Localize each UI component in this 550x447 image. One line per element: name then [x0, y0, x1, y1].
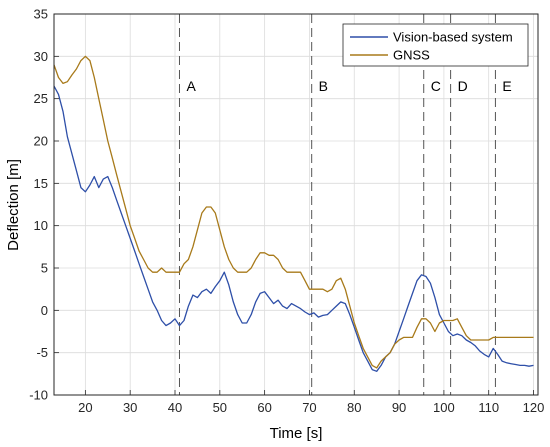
legend-box	[342, 23, 529, 67]
plot-frame	[53, 13, 539, 396]
annotation-label-d: D	[458, 78, 468, 94]
y-tick-label: 10	[34, 218, 48, 233]
y-axis-ticks: -10 -5 0 5 10 15 20 25 30 35	[29, 7, 59, 403]
x-tick-label: 110	[478, 400, 499, 415]
y-tick-label: -10	[29, 388, 48, 403]
y-tick-label: 20	[34, 134, 48, 149]
x-tick-label: 40	[168, 400, 182, 415]
y-tick-label: 0	[41, 303, 48, 318]
series-lines	[53, 55, 534, 372]
series-line-gnss	[53, 55, 534, 369]
legend-label-vision: Vision-based system	[393, 30, 513, 45]
y-tick-label: 30	[34, 49, 48, 64]
y-tick-label: 5	[41, 261, 48, 276]
x-tick-label: 20	[78, 400, 92, 415]
annotation-label-e: E	[502, 78, 511, 94]
y-tick-label: 35	[34, 7, 48, 22]
annotation-label-a: A	[186, 78, 196, 94]
x-tick-label: 80	[347, 400, 361, 415]
series-line-vision	[53, 85, 534, 372]
y-tick-label: 25	[34, 91, 48, 106]
x-tick-label: 70	[302, 400, 316, 415]
x-tick-label: 100	[433, 400, 455, 415]
y-axis-label: Deflection [m]	[5, 159, 22, 251]
plot-area	[54, 14, 538, 395]
legend-label-gnss: GNSS	[393, 48, 430, 63]
x-tick-label: 30	[123, 400, 137, 415]
y-tick-label: 15	[34, 176, 48, 191]
x-axis-label: Time [s]	[270, 425, 323, 442]
annotation-label-c: C	[431, 78, 441, 94]
x-tick-label: 90	[392, 400, 406, 415]
x-axis-ticks: 20 30 40 50 60 70 80 90 100 110 120	[78, 390, 544, 415]
y-tick-label: -5	[36, 345, 48, 360]
annotation-label-b: B	[319, 78, 328, 94]
x-tick-label: 120	[523, 400, 545, 415]
annotation-lines: A B C D E	[178, 14, 512, 395]
x-tick-label: 50	[213, 400, 227, 415]
legend: Vision-based system GNSS	[342, 23, 529, 67]
x-tick-label: 60	[257, 400, 271, 415]
